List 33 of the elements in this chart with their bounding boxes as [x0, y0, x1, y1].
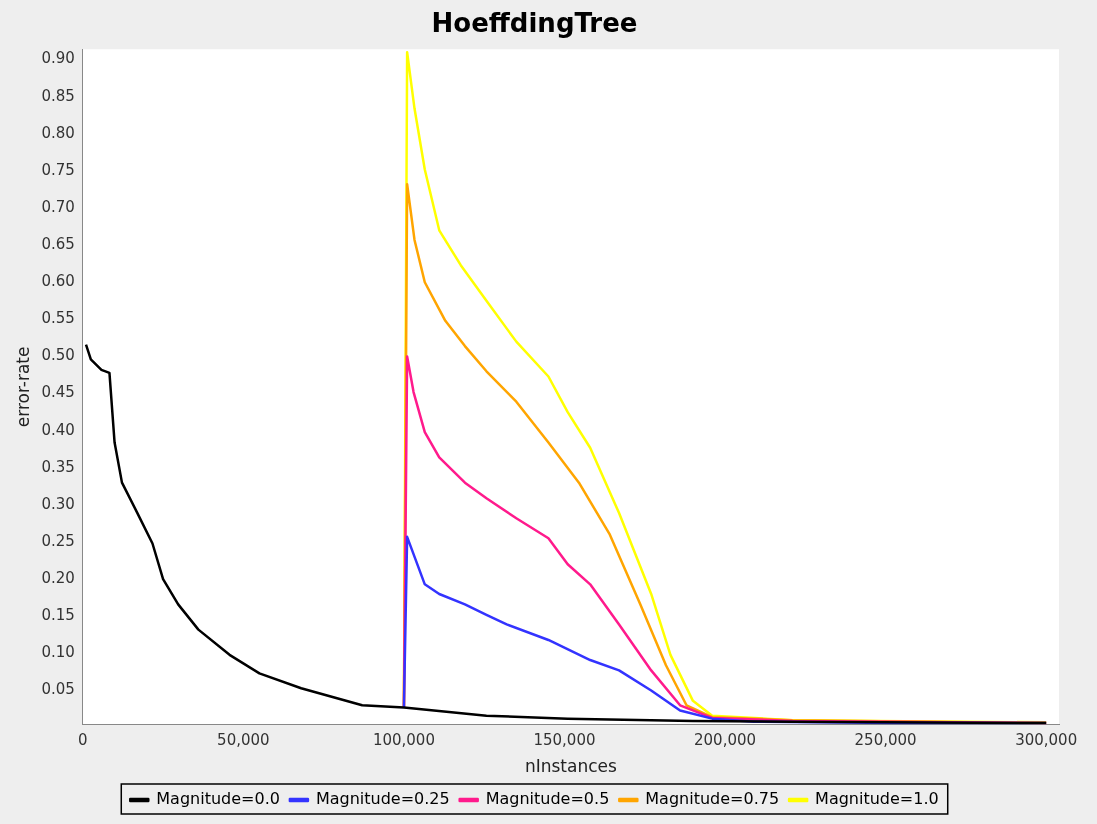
y-tick-label: 0.65	[41, 235, 75, 254]
y-tick-label: 0.30	[41, 494, 75, 513]
y-tick-label: 0.10	[41, 643, 75, 662]
x-tick-label: 150,000	[533, 731, 596, 750]
y-tick-label: 0.45	[41, 383, 75, 402]
x-tick-label: 200,000	[694, 731, 757, 750]
legend-label: Magnitude=0.25	[315, 789, 450, 809]
y-tick-label: 0.70	[41, 197, 75, 216]
y-tick-label: 0.25	[41, 531, 75, 550]
y-axis-title: error-rate	[12, 346, 33, 428]
legend-label: Magnitude=0.5	[485, 789, 610, 809]
y-tick-label: 0.85	[41, 86, 75, 105]
x-tick-label: 0	[78, 731, 88, 750]
y-tick-label: 0.20	[41, 569, 75, 588]
y-tick-label: 0.80	[41, 123, 75, 142]
y-tick-label: 0.35	[41, 457, 75, 476]
y-tick-label: 0.90	[41, 49, 75, 68]
y-tick-label: 0.40	[41, 420, 75, 439]
x-tick-label: 300,000	[1015, 731, 1078, 750]
y-tick-label: 0.60	[41, 272, 75, 291]
y-tick-label: 0.55	[41, 309, 75, 328]
y-tick-label: 0.15	[41, 606, 75, 625]
y-tick-label: 0.05	[41, 680, 75, 699]
legend-label: Magnitude=1.0	[815, 789, 939, 809]
x-tick-label: 250,000	[854, 731, 917, 750]
chart-title: HoeffdingTree	[431, 8, 638, 39]
y-tick-label: 0.75	[41, 160, 75, 179]
x-tick-label: 50,000	[217, 731, 270, 750]
y-tick-label: 0.50	[41, 346, 75, 365]
x-axis-title: nInstances	[524, 756, 618, 777]
legend-label: Magnitude=0.75	[645, 789, 780, 809]
x-tick-label: 100,000	[372, 731, 435, 750]
legend-label: Magnitude=0.0	[156, 789, 280, 809]
